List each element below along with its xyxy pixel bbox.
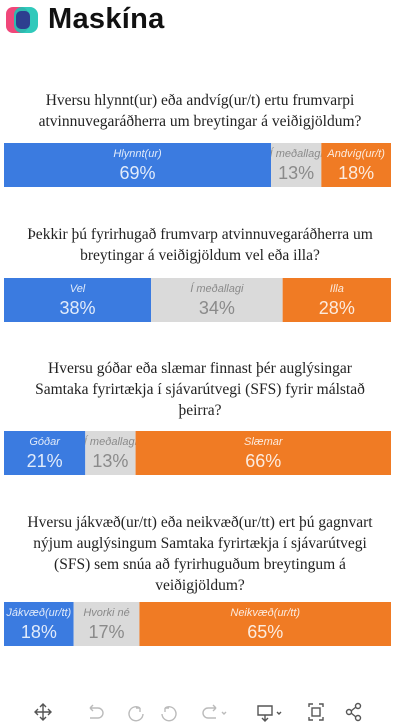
segment-labels: Slæmar 66% bbox=[244, 436, 284, 471]
value-label: 13% bbox=[278, 163, 314, 183]
bar-segment bbox=[139, 602, 391, 646]
toolbar bbox=[34, 702, 362, 722]
bar-segment bbox=[282, 278, 391, 322]
value-label: 28% bbox=[319, 298, 355, 318]
move-button[interactable] bbox=[34, 703, 52, 721]
segment-labels: Í meðallagi 13% bbox=[270, 147, 324, 183]
legend-label: Hvorki né bbox=[83, 607, 129, 619]
share-button[interactable] bbox=[345, 702, 362, 722]
bar-segment bbox=[4, 143, 272, 187]
segment-labels: Í meðallagi 13% bbox=[84, 435, 138, 471]
segment-labels: Vel 38% bbox=[60, 283, 96, 318]
stacked-bar: Góðar 21% Í meðallagi 13% Slæmar 66% bbox=[4, 431, 391, 475]
legend-label: Andvíg(ur/t) bbox=[326, 148, 385, 160]
value-label: 69% bbox=[119, 163, 155, 183]
segment-labels: Andvíg(ur/t) 18% bbox=[326, 148, 385, 183]
fullscreen-button[interactable] bbox=[308, 703, 324, 721]
stacked-bar: Jákvæð(ur/tt) 18% Hvorki né 17% Neikvæð(ur/t… bbox=[4, 602, 391, 646]
legend-label: Illa bbox=[330, 283, 344, 295]
redo-button[interactable] bbox=[128, 706, 144, 722]
bar-segment bbox=[4, 602, 74, 646]
bar-segment bbox=[4, 431, 86, 475]
bar-segment bbox=[151, 278, 283, 322]
value-label: 18% bbox=[338, 163, 374, 183]
value-label: 18% bbox=[21, 622, 57, 642]
legend-label: Neikvæð(ur/tt) bbox=[230, 607, 300, 619]
bar-segment bbox=[4, 278, 152, 322]
question: Hversu jákvæð(ur/tt) eða neikvæð(ur/tt) … bbox=[27, 514, 373, 594]
value-label: 34% bbox=[199, 298, 235, 318]
bar-segment bbox=[85, 431, 136, 475]
value-label: 21% bbox=[27, 451, 63, 471]
value-label: 66% bbox=[245, 451, 281, 471]
value-label: 65% bbox=[247, 622, 283, 642]
legend-label: Í meðallagi bbox=[270, 147, 324, 160]
bar-segment bbox=[135, 431, 391, 475]
bar-segment bbox=[73, 602, 140, 646]
question: Hversu hlynnt(ur) eða andvíg(ur/t) ertu … bbox=[38, 92, 362, 130]
question: Þekkir þú fyrirhugað frumvarp atvinnuveg… bbox=[27, 226, 373, 264]
undo-button[interactable] bbox=[89, 704, 104, 719]
legend-label: Í meðallagi bbox=[190, 282, 244, 295]
legend-label: Slæmar bbox=[244, 436, 284, 448]
question: Hversu góðar eða slæmar finnast þér augl… bbox=[35, 360, 365, 419]
value-label: 38% bbox=[60, 298, 96, 318]
legend-label: Góðar bbox=[29, 436, 61, 448]
logo bbox=[6, 7, 38, 33]
value-label: 17% bbox=[89, 622, 125, 642]
legend-label: Jákvæð(ur/tt) bbox=[5, 607, 71, 619]
segment-labels: Illa 28% bbox=[319, 283, 355, 318]
redo2-button[interactable] bbox=[202, 704, 227, 719]
segment-labels: Jákvæð(ur/tt) 18% bbox=[5, 607, 71, 642]
stacked-bar: Vel 38% Í meðallagi 34% Illa 28% bbox=[4, 278, 391, 322]
legend-label: Í meðallagi bbox=[84, 435, 138, 448]
segment-labels: Góðar 21% bbox=[27, 436, 63, 471]
value-label: 13% bbox=[92, 451, 128, 471]
segment-labels: Í meðallagi 34% bbox=[190, 282, 244, 318]
segment-labels: Hvorki né 17% bbox=[83, 607, 129, 642]
download-button[interactable] bbox=[257, 705, 282, 722]
brand: Maskína bbox=[48, 3, 165, 35]
bar-segment bbox=[271, 143, 322, 187]
bar-segment bbox=[321, 143, 391, 187]
segment-labels: Hlynnt(ur) 69% bbox=[113, 148, 162, 183]
stacked-bar: Hlynnt(ur) 69% Í meðallagi 13% Andvíg(ur/t) 1… bbox=[4, 143, 391, 187]
reset-button[interactable] bbox=[161, 706, 177, 722]
legend-label: Hlynnt(ur) bbox=[113, 148, 162, 160]
legend-label: Vel bbox=[70, 283, 86, 295]
segment-labels: Neikvæð(ur/tt) 65% bbox=[230, 607, 300, 642]
